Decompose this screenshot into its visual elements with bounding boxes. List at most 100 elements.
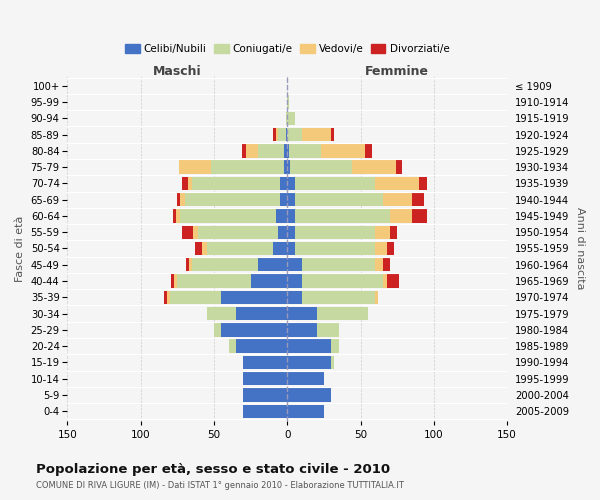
Bar [286, 112, 287, 125]
Bar [180, 193, 185, 206]
Bar [180, 210, 275, 222]
Bar [287, 242, 295, 255]
Bar [302, 290, 375, 304]
Bar [170, 290, 221, 304]
Bar [287, 290, 302, 304]
Bar [193, 226, 198, 239]
Bar [331, 128, 334, 141]
Y-axis label: Fasce di età: Fasce di età [15, 216, 25, 282]
Bar [287, 160, 290, 174]
Bar [365, 144, 372, 158]
Bar [390, 210, 412, 222]
Bar [321, 144, 365, 158]
Text: Femmine: Femmine [365, 66, 429, 78]
Bar [412, 193, 424, 206]
Bar [177, 193, 180, 206]
Text: Popolazione per età, sesso e stato civile - 2010: Popolazione per età, sesso e stato civil… [36, 462, 390, 475]
Bar [412, 210, 427, 222]
Bar [387, 274, 398, 287]
Bar [287, 193, 295, 206]
Bar [188, 176, 192, 190]
Bar [280, 176, 287, 190]
Bar [258, 258, 287, 272]
Bar [275, 128, 278, 141]
Bar [175, 274, 177, 287]
Bar [192, 258, 258, 272]
Bar [172, 274, 175, 287]
Bar [284, 144, 287, 158]
Bar [284, 160, 287, 174]
Bar [383, 193, 412, 206]
Bar [375, 258, 383, 272]
Bar [229, 340, 236, 353]
Bar [221, 290, 287, 304]
Text: Maschi: Maschi [153, 66, 202, 78]
Bar [211, 160, 284, 174]
Bar [295, 176, 375, 190]
Bar [287, 307, 317, 320]
Bar [189, 258, 192, 272]
Bar [287, 323, 317, 336]
Bar [275, 210, 287, 222]
Bar [280, 193, 287, 206]
Bar [258, 144, 284, 158]
Bar [295, 242, 375, 255]
Bar [375, 242, 387, 255]
Bar [206, 307, 236, 320]
Bar [176, 210, 180, 222]
Bar [396, 160, 401, 174]
Bar [317, 307, 368, 320]
Bar [272, 128, 275, 141]
Bar [383, 274, 387, 287]
Bar [390, 226, 397, 239]
Bar [287, 372, 324, 386]
Bar [375, 290, 378, 304]
Bar [287, 274, 302, 287]
Bar [287, 210, 295, 222]
Bar [317, 323, 338, 336]
Bar [182, 176, 188, 190]
Bar [302, 274, 383, 287]
Bar [272, 242, 287, 255]
Bar [186, 258, 189, 272]
Bar [192, 176, 280, 190]
Bar [278, 128, 286, 141]
Bar [383, 258, 390, 272]
Bar [206, 242, 272, 255]
Bar [287, 144, 289, 158]
Bar [302, 128, 331, 141]
Bar [236, 340, 287, 353]
Bar [287, 404, 324, 418]
Bar [295, 210, 390, 222]
Bar [287, 226, 295, 239]
Bar [287, 96, 289, 108]
Bar [375, 226, 390, 239]
Bar [179, 160, 211, 174]
Bar [243, 388, 287, 402]
Bar [295, 193, 383, 206]
Bar [287, 258, 302, 272]
Bar [287, 388, 331, 402]
Bar [185, 193, 280, 206]
Bar [246, 144, 258, 158]
Bar [173, 210, 176, 222]
Bar [290, 160, 352, 174]
Bar [243, 372, 287, 386]
Bar [295, 226, 375, 239]
Bar [195, 242, 202, 255]
Bar [387, 242, 394, 255]
Bar [198, 226, 278, 239]
Bar [167, 290, 170, 304]
Bar [221, 323, 287, 336]
Bar [182, 226, 193, 239]
Bar [419, 176, 427, 190]
Bar [243, 356, 287, 369]
Bar [214, 323, 221, 336]
Bar [278, 226, 287, 239]
Text: COMUNE DI RIVA LIGURE (IM) - Dati ISTAT 1° gennaio 2010 - Elaborazione TUTTITALI: COMUNE DI RIVA LIGURE (IM) - Dati ISTAT … [36, 481, 404, 490]
Bar [289, 144, 321, 158]
Bar [236, 307, 287, 320]
Bar [287, 112, 295, 125]
Bar [352, 160, 396, 174]
Bar [243, 404, 287, 418]
